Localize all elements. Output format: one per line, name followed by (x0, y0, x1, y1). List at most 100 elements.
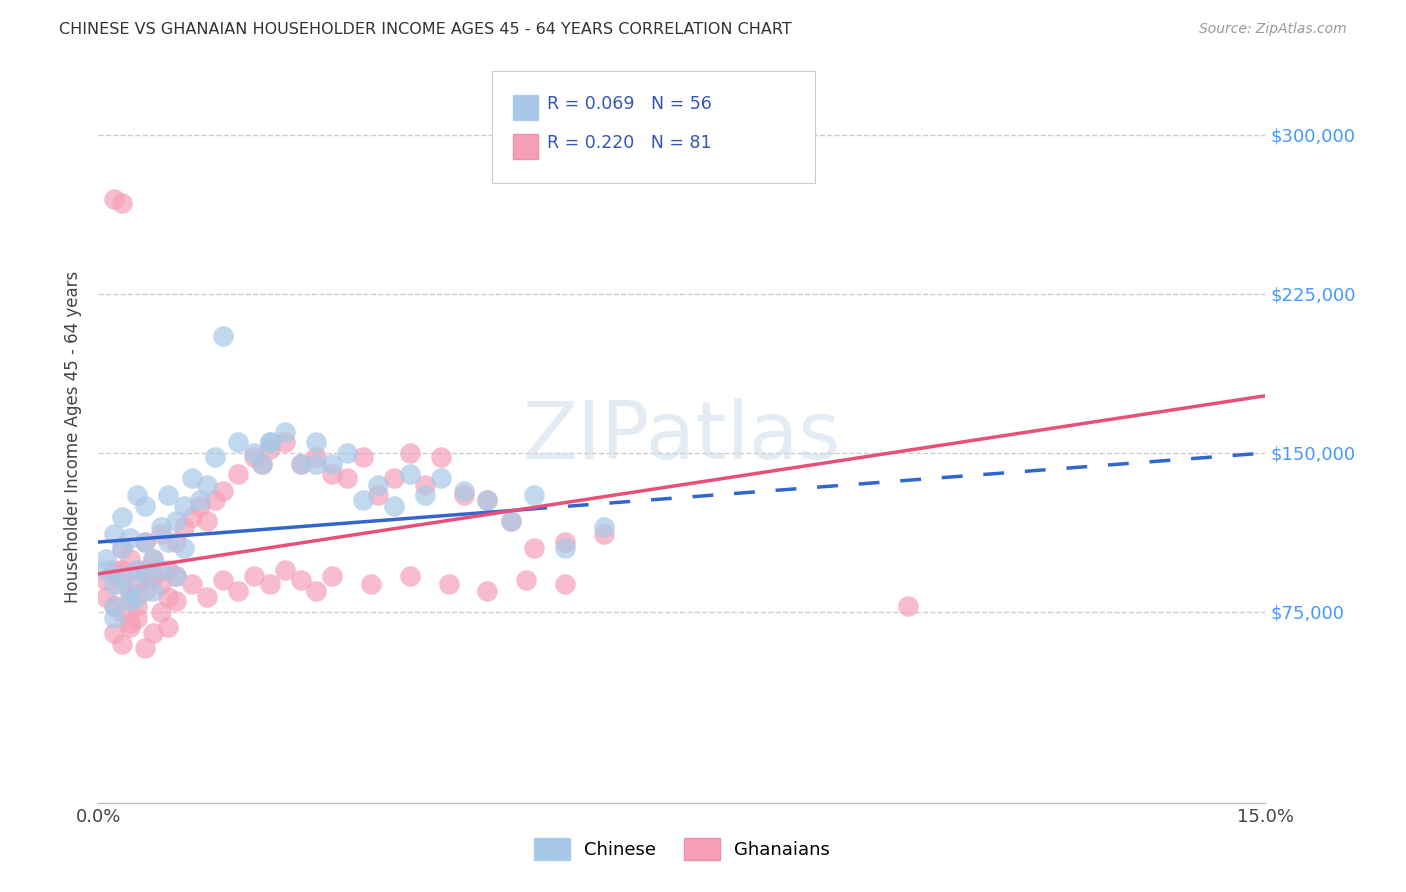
Point (111, 541, 134, 556)
Point (554, 535, 576, 549)
Point (321, 569, 343, 583)
Point (173, 520, 195, 534)
Point (274, 435, 297, 450)
Point (96, 590, 118, 604)
Point (118, 615, 141, 630)
Point (149, 526, 172, 541)
Point (134, 569, 156, 583)
Point (111, 605, 134, 619)
Point (134, 499, 156, 513)
Text: CHINESE VS GHANAIAN HOUSEHOLDER INCOME AGES 45 - 64 YEARS CORRELATION CHART: CHINESE VS GHANAIAN HOUSEHOLDER INCOME A… (59, 22, 792, 37)
Point (212, 329, 235, 343)
Point (274, 425, 297, 439)
Point (321, 457, 343, 471)
Point (142, 552, 165, 566)
Point (305, 457, 328, 471)
Point (103, 192, 125, 206)
Point (173, 499, 195, 513)
Point (149, 563, 172, 577)
Point (180, 577, 202, 591)
Text: ZIPatlas: ZIPatlas (523, 398, 841, 476)
Point (149, 577, 172, 591)
Point (523, 541, 546, 556)
Point (398, 569, 420, 583)
Point (195, 590, 218, 604)
Point (499, 514, 522, 528)
Point (134, 535, 156, 549)
Point (437, 577, 460, 591)
Point (118, 552, 141, 566)
Point (142, 569, 165, 583)
Y-axis label: Householder Income Ages 45 - 64 years: Householder Income Ages 45 - 64 years (63, 271, 82, 603)
Point (593, 526, 616, 541)
Point (477, 492, 499, 507)
Point (204, 450, 226, 465)
Point (477, 583, 499, 598)
Point (274, 563, 297, 577)
Point (336, 471, 359, 485)
Point (188, 499, 211, 513)
Point (127, 488, 149, 502)
Point (259, 577, 281, 591)
Point (228, 467, 250, 482)
Point (413, 488, 436, 502)
Point (204, 492, 226, 507)
Point (157, 488, 180, 502)
Point (111, 563, 134, 577)
Point (103, 526, 125, 541)
Point (157, 535, 180, 549)
Point (149, 520, 172, 534)
Point (180, 509, 202, 524)
Point (188, 492, 211, 507)
Point (360, 577, 382, 591)
Point (165, 594, 187, 608)
Point (515, 573, 537, 587)
Point (96, 563, 118, 577)
Point (127, 563, 149, 577)
Point (336, 446, 359, 460)
Point (142, 626, 165, 640)
Point (212, 484, 235, 499)
Point (382, 499, 405, 513)
Point (127, 577, 149, 591)
Point (228, 435, 250, 450)
Point (118, 531, 141, 545)
Point (367, 488, 389, 502)
Point (259, 435, 281, 450)
Point (382, 471, 405, 485)
Point (896, 599, 918, 613)
Point (250, 457, 273, 471)
Point (499, 514, 522, 528)
Point (103, 563, 125, 577)
Point (259, 442, 281, 456)
Point (142, 583, 165, 598)
Point (165, 569, 187, 583)
Point (103, 599, 125, 613)
Point (321, 467, 343, 482)
Point (118, 590, 141, 604)
Point (352, 450, 374, 465)
Point (134, 535, 156, 549)
Point (134, 640, 156, 655)
Point (554, 577, 576, 591)
Point (118, 583, 141, 598)
Point (367, 477, 389, 491)
Point (111, 637, 134, 651)
Point (173, 541, 195, 556)
Point (111, 569, 134, 583)
Point (250, 457, 273, 471)
Point (103, 599, 125, 613)
Point (228, 583, 250, 598)
Point (243, 450, 266, 465)
Point (453, 484, 475, 499)
Point (305, 435, 328, 450)
Point (127, 599, 149, 613)
Point (305, 583, 328, 598)
Point (157, 590, 180, 604)
Point (127, 590, 149, 604)
Point (103, 611, 125, 625)
Point (243, 569, 266, 583)
Point (243, 446, 266, 460)
Point (259, 435, 281, 450)
Point (290, 573, 312, 587)
